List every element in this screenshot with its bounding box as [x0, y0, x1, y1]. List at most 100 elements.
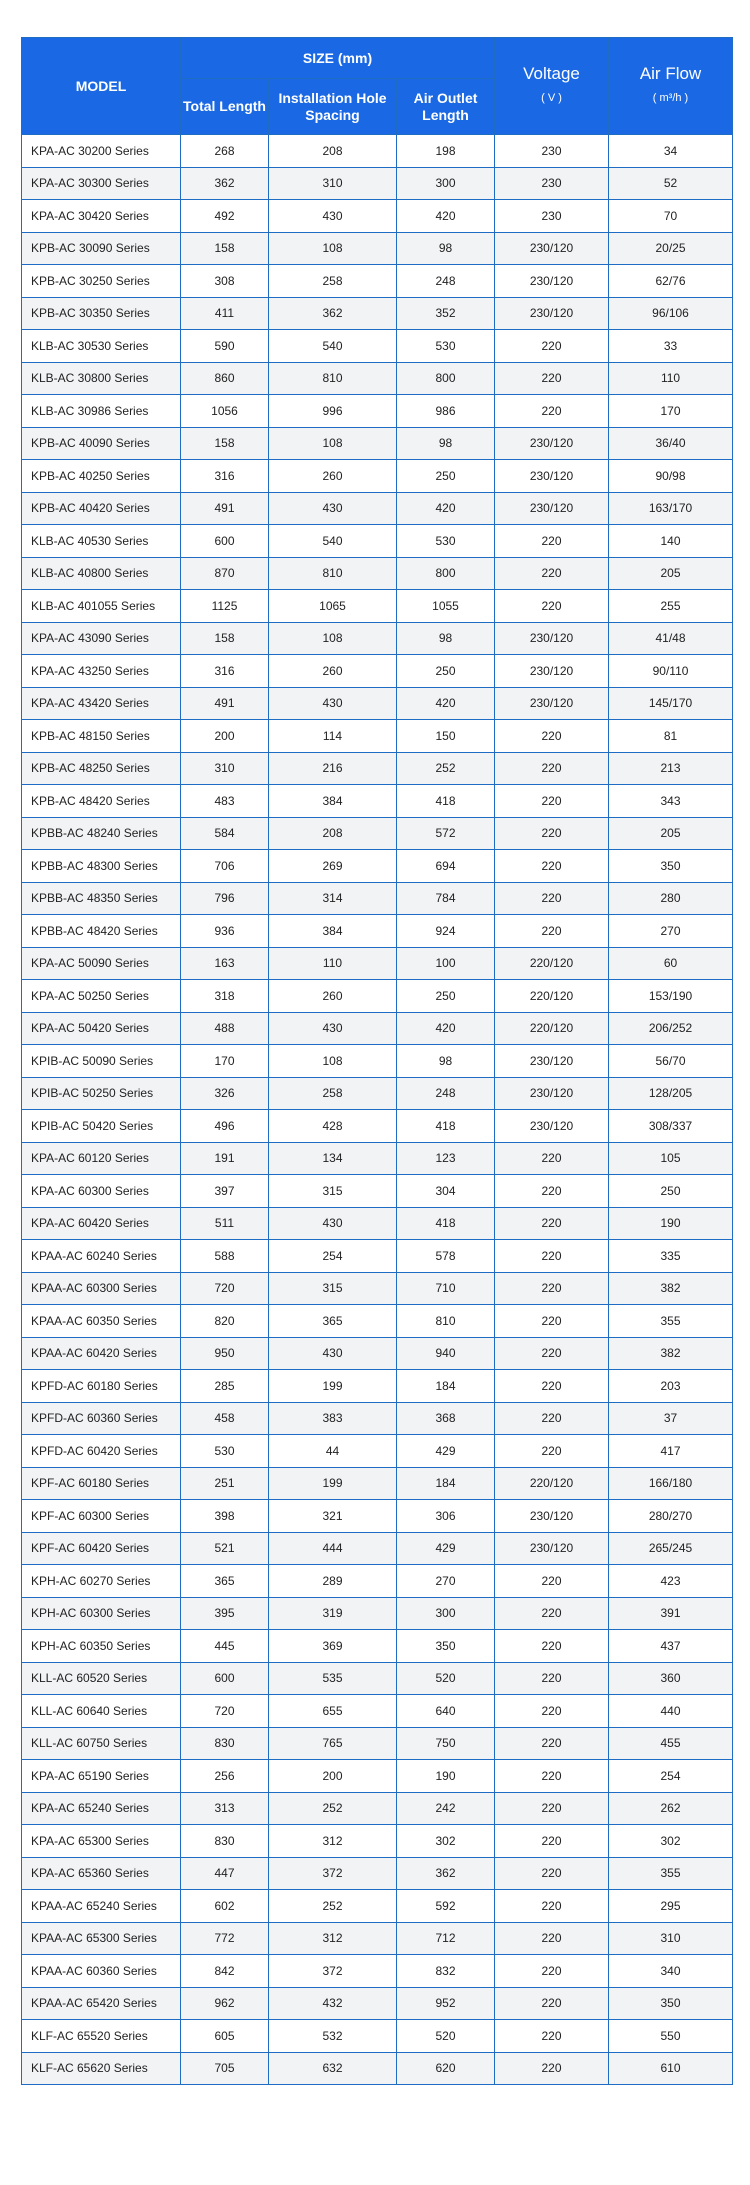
cell-hole-spacing: 810 [268, 361, 397, 395]
cell-outlet-length: 832 [395, 1954, 496, 1988]
table-row: KPA-AC 60420 Series 511 430 418 220 190 [21, 1206, 734, 1240]
table-row: KPB-AC 48150 Series 200 114 150 220 81 [21, 719, 734, 753]
header-voltage-label: Voltage [523, 64, 580, 83]
table-row: KPFD-AC 60360 Series 458 383 368 220 37 [21, 1401, 734, 1435]
cell-airflow: 190 [608, 1206, 734, 1240]
cell-total-length: 256 [180, 1759, 269, 1793]
cell-hole-spacing: 430 [268, 686, 397, 720]
cell-hole-spacing: 199 [268, 1369, 397, 1403]
cell-airflow: 96/106 [608, 296, 734, 330]
cell-total-length: 511 [180, 1206, 269, 1240]
cell-hole-spacing: 254 [268, 1239, 397, 1273]
cell-outlet-length: 190 [395, 1759, 496, 1793]
cell-outlet-length: 242 [395, 1791, 496, 1825]
cell-outlet-length: 530 [395, 329, 496, 363]
table-row: KPBB-AC 48350 Series 796 314 784 220 280 [21, 881, 734, 915]
cell-airflow: 20/25 [608, 231, 734, 265]
cell-model: KPB-AC 48150 Series [21, 719, 181, 753]
cell-model: KPA-AC 43420 Series [21, 686, 181, 720]
cell-voltage: 220 [494, 394, 610, 428]
cell-airflow: 110 [608, 361, 734, 395]
cell-hole-spacing: 655 [268, 1694, 397, 1728]
cell-model: KPA-AC 65360 Series [21, 1856, 181, 1890]
cell-voltage: 230/120 [494, 426, 610, 460]
cell-model: KPIB-AC 50090 Series [21, 1044, 181, 1078]
cell-outlet-length: 198 [395, 134, 496, 168]
cell-model: KPA-AC 65240 Series [21, 1791, 181, 1825]
cell-airflow: 206/252 [608, 1011, 734, 1045]
table-row: KPB-AC 30090 Series 158 108 98 230/120 20/25 [21, 231, 734, 265]
cell-model: KPA-AC 50090 Series [21, 946, 181, 980]
cell-voltage: 220 [494, 1889, 610, 1923]
cell-model: KPBB-AC 48300 Series [21, 849, 181, 883]
cell-airflow: 343 [608, 784, 734, 818]
cell-outlet-length: 306 [395, 1499, 496, 1533]
header-size: SIZE (mm) [179, 37, 496, 79]
cell-model: KPAA-AC 60360 Series [21, 1954, 181, 1988]
cell-airflow: 308/337 [608, 1109, 734, 1143]
cell-voltage: 220 [494, 1629, 610, 1663]
cell-model: KPF-AC 60180 Series [21, 1466, 181, 1500]
cell-outlet-length: 98 [395, 231, 496, 265]
cell-airflow: 105 [608, 1141, 734, 1175]
cell-airflow: 254 [608, 1759, 734, 1793]
cell-total-length: 720 [180, 1694, 269, 1728]
cell-hole-spacing: 108 [268, 426, 397, 460]
cell-voltage: 220 [494, 2019, 610, 2053]
cell-model: KPAA-AC 60350 Series [21, 1304, 181, 1338]
table-row: KPF-AC 60300 Series 398 321 306 230/120 280/2… [21, 1499, 734, 1533]
cell-total-length: 445 [180, 1629, 269, 1663]
table-row: KPH-AC 60270 Series 365 289 270 220 423 [21, 1564, 734, 1598]
cell-total-length: 521 [180, 1531, 269, 1565]
cell-voltage: 220 [494, 816, 610, 850]
cell-hole-spacing: 252 [268, 1889, 397, 1923]
table-row: KPBB-AC 48420 Series 936 384 924 220 270 [21, 914, 734, 948]
table-row: KLB-AC 30986 Series 1056 996 986 220 170 [21, 394, 734, 428]
table-row: KPAA-AC 60420 Series 950 430 940 220 382 [21, 1336, 734, 1370]
cell-total-length: 268 [180, 134, 269, 168]
cell-airflow: 56/70 [608, 1044, 734, 1078]
table-row: KPIB-AC 50090 Series 170 108 98 230/120 56/70 [21, 1044, 734, 1078]
cell-hole-spacing: 765 [268, 1726, 397, 1760]
cell-model: KPA-AC 43250 Series [21, 654, 181, 688]
cell-outlet-length: 712 [395, 1921, 496, 1955]
cell-hole-spacing: 369 [268, 1629, 397, 1663]
cell-total-length: 936 [180, 914, 269, 948]
cell-outlet-length: 368 [395, 1401, 496, 1435]
cell-model: KPA-AC 60120 Series [21, 1141, 181, 1175]
cell-voltage: 220 [494, 1726, 610, 1760]
cell-voltage: 230/120 [494, 1531, 610, 1565]
table-row: KPFD-AC 60180 Series 285 199 184 220 203 [21, 1369, 734, 1403]
cell-voltage: 220 [494, 1141, 610, 1175]
cell-model: KPA-AC 60300 Series [21, 1174, 181, 1208]
cell-voltage: 230 [494, 166, 610, 200]
cell-voltage: 220 [494, 1791, 610, 1825]
cell-outlet-length: 800 [395, 361, 496, 395]
table-row: KPA-AC 30300 Series 362 310 300 230 52 [21, 166, 734, 200]
cell-total-length: 318 [180, 979, 269, 1013]
cell-outlet-length: 750 [395, 1726, 496, 1760]
table-row: KPB-AC 40250 Series 316 260 250 230/120 90/98 [21, 459, 734, 493]
cell-airflow: 33 [608, 329, 734, 363]
cell-outlet-length: 592 [395, 1889, 496, 1923]
cell-voltage: 220 [494, 589, 610, 623]
table-row: KPA-AC 60120 Series 191 134 123 220 105 [21, 1141, 734, 1175]
cell-outlet-length: 98 [395, 621, 496, 655]
cell-voltage: 220 [494, 361, 610, 395]
table-row: KPA-AC 30200 Series 268 208 198 230 34 [21, 134, 734, 168]
cell-model: KPBB-AC 48350 Series [21, 881, 181, 915]
cell-model: KPB-AC 30250 Series [21, 264, 181, 298]
cell-voltage: 220 [494, 1174, 610, 1208]
cell-voltage: 220/120 [494, 1466, 610, 1500]
cell-voltage: 230 [494, 134, 610, 168]
cell-hole-spacing: 383 [268, 1401, 397, 1435]
cell-airflow: 145/170 [608, 686, 734, 720]
cell-hole-spacing: 312 [268, 1824, 397, 1858]
cell-model: KPA-AC 65300 Series [21, 1824, 181, 1858]
cell-airflow: 350 [608, 849, 734, 883]
cell-outlet-length: 98 [395, 1044, 496, 1078]
table-row: KPA-AC 50250 Series 318 260 250 220/120 153/1… [21, 979, 734, 1013]
cell-total-length: 962 [180, 1986, 269, 2020]
cell-voltage: 230/120 [494, 686, 610, 720]
cell-total-length: 191 [180, 1141, 269, 1175]
